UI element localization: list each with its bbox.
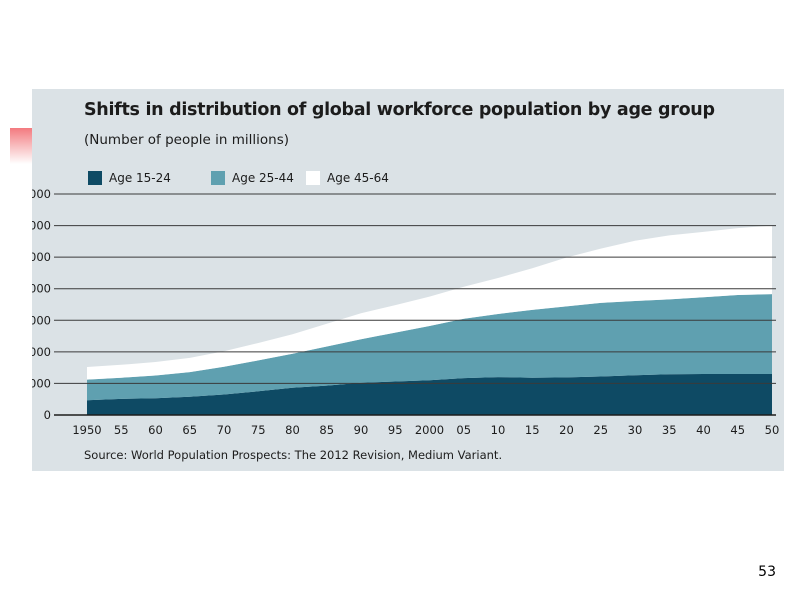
slide-number: 53	[758, 564, 776, 580]
legend-item-age-45-64: Age 45-64	[306, 169, 389, 187]
x-tick-label: 25	[593, 423, 608, 437]
chart-plot: 0 1,000 2,000 3,000 4,000 5,000 6,000 7,000 195…	[32, 187, 779, 437]
y-tick-label: 6,000	[32, 219, 51, 233]
x-tick-label: 40	[696, 423, 711, 437]
x-tick-label: 15	[525, 423, 540, 437]
legend-swatch-age-45-64	[306, 171, 320, 185]
source-note: Source: World Population Prospects: The …	[84, 448, 503, 462]
legend-swatch-age-15-24	[88, 171, 102, 185]
x-tick-label: 45	[730, 423, 745, 437]
x-tick-label: 80	[285, 423, 300, 437]
legend-item-age-25-44: Age 25-44	[211, 169, 294, 187]
x-tick-label: 55	[114, 423, 129, 437]
y-tick-label: 2,000	[32, 345, 51, 359]
x-tick-label: 85	[319, 423, 334, 437]
y-tick-label: 0	[44, 408, 51, 422]
area-series-age-15-24	[87, 374, 772, 415]
x-tick-label: 60	[148, 423, 163, 437]
x-tick-label: 75	[251, 423, 266, 437]
chart-subtitle: (Number of people in millions)	[84, 132, 290, 148]
x-tick-label: 90	[354, 423, 369, 437]
x-axis-ticks: 1950 55 60 65 70 75 80 85 90 95 2000 05 10 15 20 25 30 35…	[72, 423, 779, 437]
y-tick-label: 7,000	[32, 187, 51, 201]
y-tick-label: 4,000	[32, 282, 51, 296]
x-tick-label: 50	[765, 423, 780, 437]
x-tick-label: 70	[217, 423, 232, 437]
gridlines-layer	[54, 193, 776, 416]
chart-title: Shifts in distribution of global workfor…	[84, 100, 715, 120]
x-tick-label: 65	[182, 423, 197, 437]
y-tick-label: 1,000	[32, 376, 51, 390]
legend-item-age-15-24: Age 15-24	[88, 169, 171, 187]
x-tick-label: 95	[388, 423, 403, 437]
x-tick-label: 35	[662, 423, 677, 437]
x-tick-label: 20	[559, 423, 574, 437]
legend-label-age-15-24: Age 15-24	[109, 171, 171, 185]
legend-label-age-25-44: Age 25-44	[232, 171, 294, 185]
legend-swatch-age-25-44	[211, 171, 225, 185]
y-tick-label: 3,000	[32, 313, 51, 327]
legend-label-age-45-64: Age 45-64	[327, 171, 389, 185]
area-series-age-45-64	[87, 225, 772, 380]
x-tick-label: 1950	[72, 423, 101, 437]
y-tick-label: 5,000	[32, 250, 51, 264]
decorative-red-fade	[10, 128, 32, 164]
x-tick-label: 10	[491, 423, 506, 437]
x-tick-label: 30	[628, 423, 643, 437]
x-tick-label: 05	[456, 423, 471, 437]
y-axis-ticks: 0 1,000 2,000 3,000 4,000 5,000 6,000 7,000	[32, 187, 51, 422]
x-tick-label: 2000	[415, 423, 444, 437]
chart-panel: Shifts in distribution of global workfor…	[32, 89, 784, 471]
